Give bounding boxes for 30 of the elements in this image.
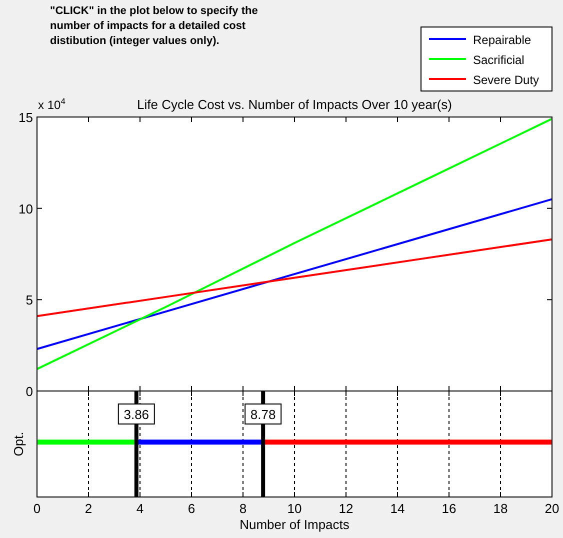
- y-tick-label: 15: [18, 110, 33, 125]
- x-tick-label: 8: [239, 501, 247, 516]
- y-tick-label: 10: [18, 201, 33, 216]
- chart-title: Life Cycle Cost vs. Number of Impacts Over 10 year(s): [137, 97, 452, 112]
- line-series: [36, 198, 553, 350]
- x-tick-label: 12: [338, 501, 354, 516]
- x-tick-label: 10: [287, 501, 302, 516]
- ref-line-label: 3.86: [124, 407, 150, 422]
- legend-label: Sacrificial: [473, 53, 524, 67]
- y-tick-label: 5: [26, 292, 33, 308]
- x-tick-label: 20: [544, 501, 560, 516]
- x-tick-label: 6: [188, 501, 196, 516]
- legend-label: Severe Duty: [473, 73, 540, 87]
- bar: [136, 440, 264, 445]
- x-tick-label: 16: [442, 501, 456, 516]
- bar: [37, 440, 136, 445]
- line-series: [36, 238, 553, 318]
- line-series: [36, 118, 553, 370]
- x-tick-label: 18: [493, 501, 508, 516]
- x-tick-label: 4: [136, 501, 144, 516]
- y-axis-title: Opt.: [11, 432, 26, 456]
- bar: [263, 440, 552, 445]
- y-tick-label: 0: [26, 384, 33, 399]
- ref-line-label: 8.78: [250, 407, 276, 422]
- x-tick-label: 2: [84, 501, 92, 516]
- legend-label: Repairable: [473, 33, 532, 47]
- text: x 10$^{4}$: [38, 96, 66, 112]
- x-axis-title: Number of Impacts: [240, 517, 350, 532]
- text: "CLICK" in the plot below to specify the number of impacts for a detailed cost distibution (integer values only).: [50, 5, 258, 47]
- x-tick-label: 14: [390, 501, 405, 516]
